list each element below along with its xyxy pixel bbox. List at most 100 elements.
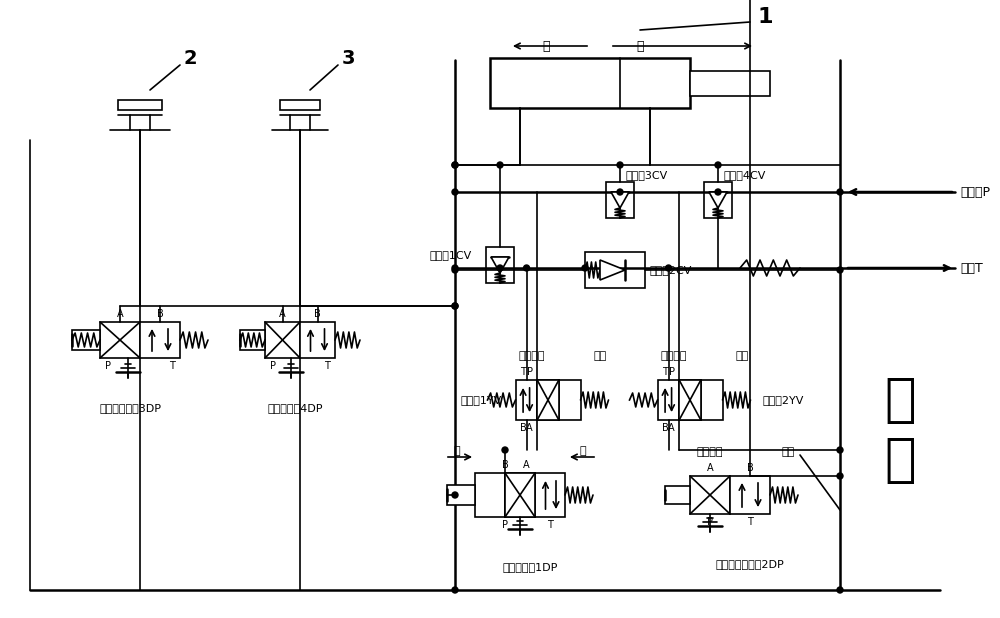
Text: T: T: [520, 367, 526, 377]
Bar: [690, 476, 730, 514]
Text: 插装阀2CV: 插装阀2CV: [650, 265, 692, 275]
Circle shape: [452, 492, 458, 498]
Text: B: B: [502, 460, 508, 470]
Text: 紧急关阀控制阀2DP: 紧急关阀控制阀2DP: [716, 559, 784, 569]
Text: 紧急关阀: 紧急关阀: [697, 447, 723, 457]
Bar: [679, 380, 701, 420]
Polygon shape: [709, 192, 727, 208]
Text: 液控阀1YV: 液控阀1YV: [460, 395, 502, 405]
Polygon shape: [491, 257, 509, 273]
Text: 回油T: 回油T: [960, 261, 983, 274]
Bar: [486, 247, 514, 283]
Text: 主阀控制阀1DP: 主阀控制阀1DP: [502, 562, 558, 572]
Text: 插装阀3CV: 插装阀3CV: [625, 170, 667, 180]
Text: T: T: [324, 361, 330, 371]
Text: B: B: [157, 309, 163, 319]
Bar: [100, 322, 140, 358]
Text: 关: 关: [580, 446, 586, 456]
Circle shape: [837, 267, 843, 273]
Circle shape: [452, 267, 458, 273]
Circle shape: [715, 189, 721, 195]
Circle shape: [497, 162, 503, 168]
Bar: [665, 486, 690, 504]
Circle shape: [502, 447, 508, 453]
Text: A: A: [279, 309, 286, 319]
Circle shape: [666, 265, 672, 271]
Circle shape: [617, 162, 623, 168]
Bar: [516, 380, 537, 420]
Circle shape: [452, 162, 458, 168]
Bar: [704, 182, 732, 218]
Text: P: P: [669, 367, 675, 377]
Circle shape: [497, 265, 503, 271]
Bar: [701, 380, 722, 420]
Text: 3: 3: [341, 48, 355, 67]
Text: 复归: 复归: [781, 447, 795, 457]
Bar: [265, 322, 300, 358]
Polygon shape: [611, 192, 629, 208]
Text: T: T: [662, 367, 668, 377]
Text: 紧急关阀: 紧急关阀: [660, 351, 687, 361]
Circle shape: [524, 265, 530, 271]
Bar: [606, 182, 634, 218]
Circle shape: [837, 189, 843, 195]
Text: P: P: [502, 520, 508, 530]
Text: T: T: [747, 517, 753, 527]
Bar: [72, 330, 100, 350]
Text: 油
路: 油 路: [884, 374, 916, 486]
Circle shape: [837, 447, 843, 453]
Text: A: A: [526, 423, 533, 433]
Text: 插装阀4CV: 插装阀4CV: [723, 170, 765, 180]
Bar: [690, 70, 770, 96]
Polygon shape: [600, 260, 625, 280]
Bar: [240, 330, 265, 350]
Text: T: T: [169, 361, 175, 371]
Text: 紧急关阀: 紧急关阀: [518, 351, 545, 361]
Text: P: P: [105, 361, 111, 371]
Circle shape: [837, 587, 843, 593]
Bar: [505, 473, 535, 517]
Text: 开: 开: [454, 446, 460, 456]
Text: P: P: [270, 361, 276, 371]
Circle shape: [452, 265, 458, 271]
Text: B: B: [314, 309, 321, 319]
Text: 锁笼控制阀4DP: 锁笼控制阀4DP: [267, 403, 323, 413]
Text: 插装阀1CV: 插装阀1CV: [430, 250, 472, 260]
Bar: [537, 380, 559, 420]
Circle shape: [452, 189, 458, 195]
Text: P: P: [707, 517, 713, 527]
Circle shape: [452, 587, 458, 593]
Bar: [505, 473, 535, 517]
Bar: [490, 58, 690, 108]
Circle shape: [452, 303, 458, 309]
Bar: [118, 100, 162, 110]
Bar: [535, 473, 565, 517]
Bar: [475, 473, 505, 517]
Text: A: A: [523, 460, 529, 470]
Bar: [658, 380, 679, 420]
Circle shape: [582, 265, 588, 271]
Circle shape: [617, 189, 623, 195]
Bar: [447, 485, 475, 505]
Text: 压力油P: 压力油P: [960, 185, 990, 198]
Text: 1: 1: [757, 7, 773, 27]
Bar: [280, 100, 320, 110]
Bar: [559, 380, 580, 420]
Text: 2: 2: [183, 48, 197, 67]
Bar: [679, 380, 701, 420]
Text: A: A: [707, 463, 713, 473]
Bar: [140, 322, 180, 358]
Text: A: A: [117, 309, 123, 319]
Text: P: P: [527, 367, 533, 377]
Bar: [730, 476, 770, 514]
Text: B: B: [747, 463, 753, 473]
Text: 开: 开: [636, 40, 644, 53]
Circle shape: [452, 162, 458, 168]
Text: 关: 关: [542, 40, 550, 53]
Text: 复归: 复归: [736, 351, 749, 361]
Circle shape: [452, 303, 458, 309]
Text: 复归: 复归: [594, 351, 607, 361]
Text: 旁通阀控制阀3DP: 旁通阀控制阀3DP: [99, 403, 161, 413]
Text: A: A: [668, 423, 675, 433]
Text: B: B: [520, 423, 526, 433]
